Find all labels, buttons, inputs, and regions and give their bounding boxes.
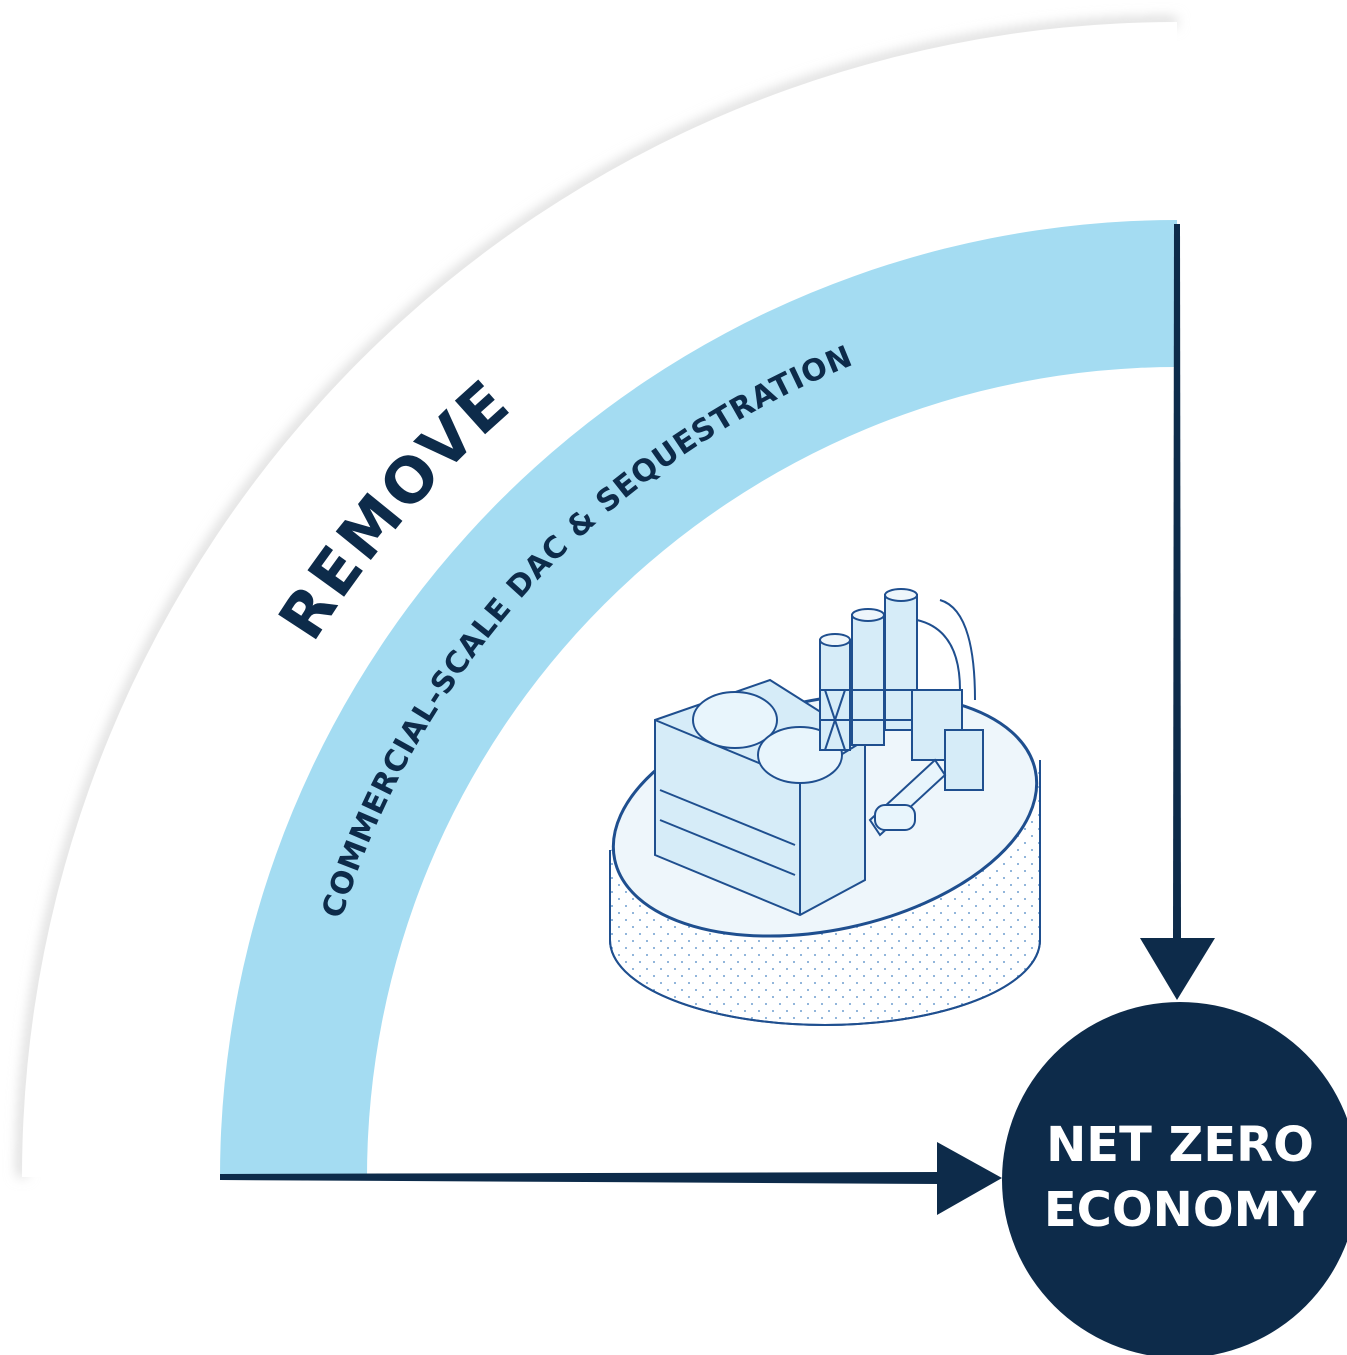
band (220, 220, 1177, 1177)
plant-illustration (609, 588, 1041, 1026)
target-line: NET ZERO (1046, 1117, 1314, 1173)
arrow-shaft-vertical (1173, 224, 1181, 940)
arrow-head-vertical (1140, 938, 1215, 1000)
target-circle (1002, 1002, 1347, 1355)
arrow-head-horizontal (937, 1142, 1002, 1215)
arrow-shaft-horizontal (220, 1172, 940, 1184)
target-line: ECONOMY (1044, 1182, 1318, 1238)
